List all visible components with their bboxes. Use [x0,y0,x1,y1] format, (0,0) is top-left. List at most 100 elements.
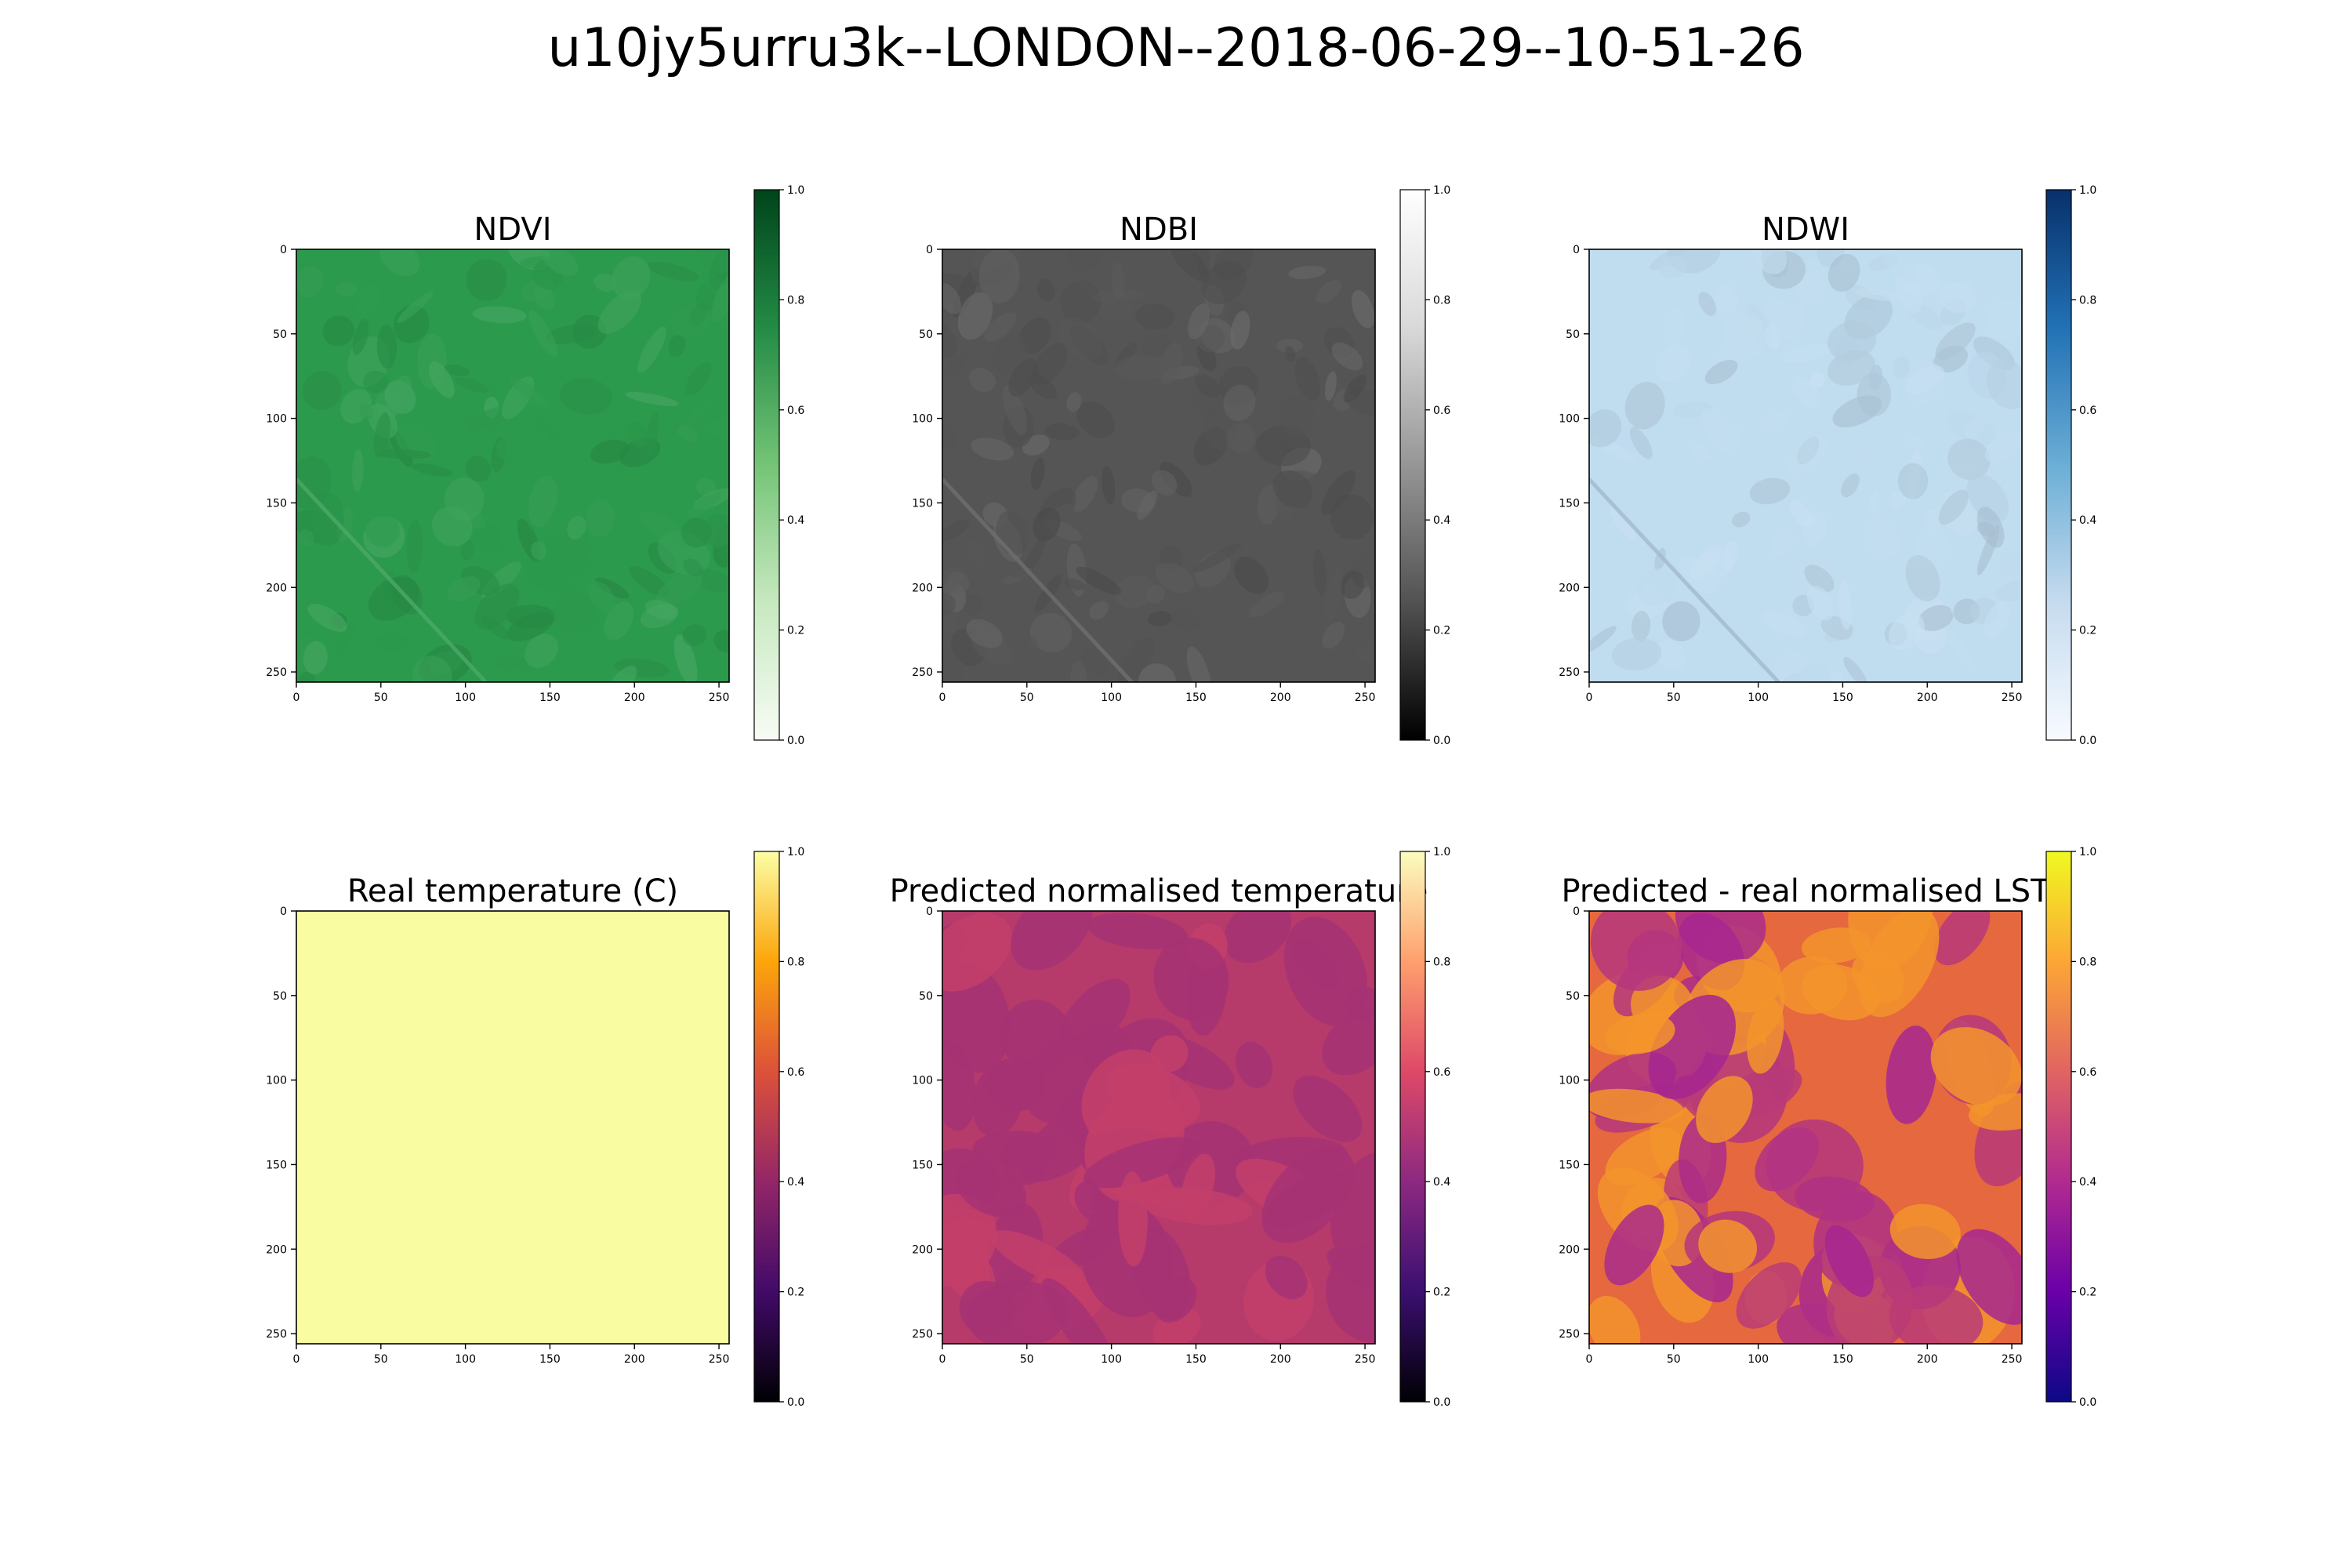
texture-patch [1216,506,1240,541]
colorbar-tick-label: 0.2 [2079,1287,2096,1299]
texture-patch [1589,626,1617,654]
texture-patch [376,449,432,459]
y-tick-label: 0 [926,906,933,918]
subplot-3: NDWI 0 50 100 150 200 250 0 50 100 150 200 250 0.0 0.2… [1559,184,2096,747]
texture-patch [1806,585,1835,621]
x-tick-label: 0 [293,691,300,704]
texture-patch [1089,601,1109,620]
texture-patch [412,655,452,682]
texture-patch [1294,357,1320,401]
texture-patch [1905,365,1945,394]
y-tick-label: 150 [912,1159,933,1171]
texture-patch [1030,457,1045,491]
y-tick-label: 0 [280,244,287,256]
texture-patch [1076,566,1122,595]
texture-patch [1701,408,1731,451]
texture-patch [967,1280,1069,1344]
texture-patch [1325,568,1343,623]
texture-patch [1623,574,1666,596]
texture-patch [1223,911,1292,964]
texture-patch [1137,490,1158,521]
texture-patch [298,529,314,546]
texture-patch [1843,656,1867,682]
texture-patch [1082,647,1109,676]
colorbar-tick-label: 0.0 [787,1396,804,1409]
texture-patch [1781,343,1832,363]
texture-patch [1963,416,1986,437]
colorbar-tick-label: 0.0 [2079,1396,2096,1409]
texture-patch [943,355,966,377]
texture-patch [625,391,679,407]
y-tick-label: 250 [1559,1328,1580,1341]
colorbar-tick-label: 1.0 [787,184,804,197]
texture-patch [1656,641,1686,670]
texture-patch [1704,360,1738,385]
colorbar-tick-label: 0.2 [787,625,804,637]
texture-patch [1322,1009,1375,1076]
x-tick-label: 150 [539,691,561,704]
texture-patch [1841,473,1860,498]
texture-patch [1188,303,1210,339]
texture-patch [1824,1225,1875,1298]
texture-patch [1117,637,1155,682]
texture-patch [572,314,607,349]
texture-patch [1083,1137,1200,1189]
texture-patch [1736,1262,1802,1329]
texture-patch [1146,584,1165,604]
texture-patch [352,318,369,355]
texture-patch [704,420,728,437]
texture-patch [1255,426,1311,466]
texture-patch [1590,911,1682,991]
texture-patch [1033,507,1061,542]
axes-frame [1588,249,2023,683]
y-tick-label: 100 [1559,413,1580,426]
texture-patch [303,641,328,675]
y-tick-label: 200 [912,582,933,594]
axes-frame [296,910,730,1345]
colorbar-tick-label: 0.6 [2079,1066,2096,1079]
subplot-4: Real temperature (C) 0 50 100 150 200 250 0 50 10… [266,846,804,1409]
heatmap-image [296,249,729,682]
texture-patch [1855,288,1903,301]
linear-feature [1589,477,1780,682]
texture-patch [1313,549,1327,596]
texture-patch [495,424,549,463]
x-tick-label: 200 [1270,1353,1291,1366]
texture-patch [540,249,579,277]
colorbar-tick-label: 0.6 [2079,405,2096,417]
texture-patch [1234,557,1269,594]
colorbar [2045,851,2072,1403]
colorbar-tick-label: 0.0 [2079,735,2096,747]
texture-patch [608,666,637,682]
texture-patch [1138,663,1177,682]
colorbar-tick-label: 0.6 [1433,1066,1450,1079]
texture-patch [460,539,475,561]
texture-patch [1293,1075,1363,1142]
texture-patch [1749,477,1791,505]
texture-patch [1316,280,1342,303]
texture-patch [942,283,962,314]
texture-patch [593,274,618,292]
texture-patch [971,1062,1024,1138]
texture-patch [1195,374,1221,398]
x-tick-label: 100 [1101,1353,1122,1366]
x-tick-label: 250 [1355,691,1376,704]
texture-patch [1160,462,1192,497]
texture-patch [1114,575,1156,608]
x-tick-label: 50 [1020,1353,1034,1366]
x-tick-label: 100 [455,691,476,704]
y-tick-label: 50 [1566,990,1580,1003]
texture-patch [1002,385,1027,435]
texture-patch [1828,253,1860,292]
texture-patch [1153,937,1229,1021]
y-tick-label: 200 [912,1243,933,1256]
texture-patch [1322,622,1345,649]
texture-patch [1351,289,1374,328]
colorbar [753,189,780,741]
texture-patch [1658,256,1686,278]
texture-patch [1111,262,1125,299]
y-tick-label: 200 [266,582,287,594]
texture-patch [1160,342,1183,386]
texture-patch [1696,1076,1753,1143]
